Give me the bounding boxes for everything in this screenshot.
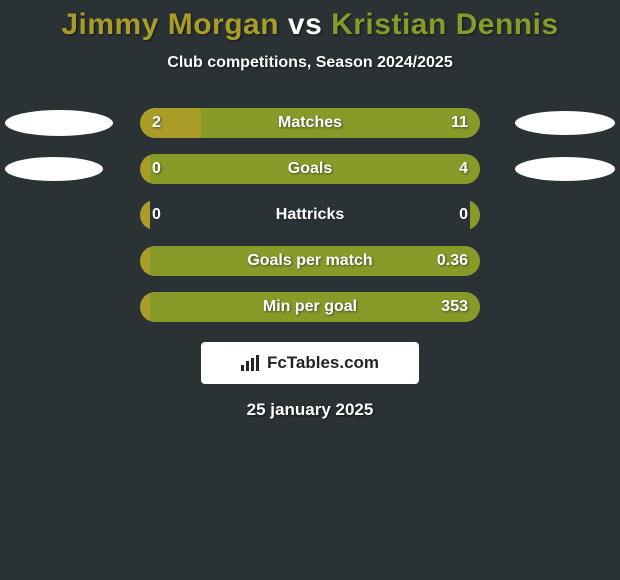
stat-label: Goals [288,160,332,178]
stat-bar-left-fill [140,246,150,276]
stat-value-right: 11 [451,114,468,132]
stat-rows: Matches 2 11 Goals 0 4 Hattricks 0 0 Goals per ma… [0,100,620,330]
stat-value-right: 0.36 [437,252,468,270]
vs-separator: vs [279,8,331,41]
left-ellipse [5,157,103,181]
source-badge: FcTables.com [201,342,419,384]
stat-label: Hattricks [276,206,344,224]
stat-bar-left-fill [140,292,150,322]
stat-bar-right-fill [470,200,480,230]
page-title: Jimmy Morgan vs Kristian Dennis [0,8,620,42]
left-ellipse [5,110,113,136]
chart-icon [241,355,261,371]
stat-row: Min per goal 353 [0,284,620,330]
stat-label: Goals per match [247,252,372,270]
stat-label: Min per goal [263,298,357,316]
player-right-name: Kristian Dennis [331,8,559,41]
stat-bar: Goals 0 4 [140,154,480,184]
stat-row: Goals 0 4 [0,146,620,192]
stat-row: Matches 2 11 [0,100,620,146]
stat-value-right: 0 [459,206,468,224]
stat-value-left: 0 [152,206,161,224]
stat-bar-left-fill [140,108,201,138]
stat-bar: Matches 2 11 [140,108,480,138]
stat-label: Matches [278,114,342,132]
stat-value-left: 0 [152,160,161,178]
subtitle: Club competitions, Season 2024/2025 [0,54,620,72]
source-badge-text: FcTables.com [267,353,379,373]
stat-row: Goals per match 0.36 [0,238,620,284]
stat-value-right: 353 [441,298,468,316]
stat-bar: Hattricks 0 0 [140,200,480,230]
stat-bar: Min per goal 353 [140,292,480,322]
comparison-card: Jimmy Morgan vs Kristian Dennis Club com… [0,0,620,420]
stat-value-left: 2 [152,114,161,132]
player-left-name: Jimmy Morgan [61,8,279,41]
stat-bar: Goals per match 0.36 [140,246,480,276]
right-ellipse [515,157,615,181]
stat-bar-left-fill [140,200,150,230]
stat-bar-left-fill [140,154,150,184]
stat-value-right: 4 [459,160,468,178]
right-ellipse [515,111,615,135]
date-label: 25 january 2025 [0,400,620,420]
stat-row: Hattricks 0 0 [0,192,620,238]
